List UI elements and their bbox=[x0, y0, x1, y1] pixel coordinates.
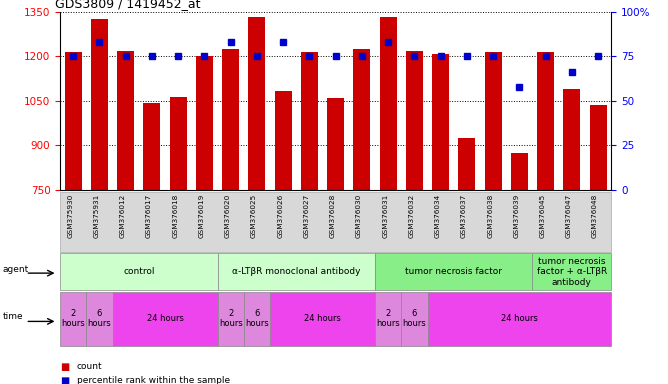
Bar bbox=[563, 89, 580, 190]
Bar bbox=[590, 105, 607, 190]
Text: tumor necrosis factor: tumor necrosis factor bbox=[405, 267, 502, 276]
Text: GSM376045: GSM376045 bbox=[540, 194, 546, 238]
Text: α-LTβR monoclonal antibody: α-LTβR monoclonal antibody bbox=[232, 267, 361, 276]
Bar bbox=[379, 17, 397, 190]
Bar bbox=[144, 103, 160, 190]
Bar bbox=[484, 52, 502, 190]
Text: GSM376048: GSM376048 bbox=[592, 194, 598, 238]
Bar bbox=[117, 51, 134, 190]
Text: percentile rank within the sample: percentile rank within the sample bbox=[77, 376, 230, 384]
Bar bbox=[91, 19, 108, 190]
Bar bbox=[432, 54, 449, 190]
Text: GSM376020: GSM376020 bbox=[224, 194, 230, 238]
Bar bbox=[511, 153, 528, 190]
Text: agent: agent bbox=[3, 265, 29, 274]
Text: 6
hours: 6 hours bbox=[88, 309, 112, 328]
Text: 24 hours: 24 hours bbox=[501, 314, 538, 323]
Text: GSM376047: GSM376047 bbox=[566, 194, 572, 238]
Text: 2
hours: 2 hours bbox=[219, 309, 242, 328]
Text: tumor necrosis
factor + α-LTβR
antibody: tumor necrosis factor + α-LTβR antibody bbox=[536, 257, 607, 286]
Text: count: count bbox=[77, 362, 102, 371]
Text: 24 hours: 24 hours bbox=[304, 314, 341, 323]
Text: 6
hours: 6 hours bbox=[403, 309, 426, 328]
Text: 24 hours: 24 hours bbox=[147, 314, 184, 323]
Text: GSM376018: GSM376018 bbox=[172, 194, 178, 238]
Text: GSM376026: GSM376026 bbox=[277, 194, 283, 238]
Text: time: time bbox=[3, 311, 23, 321]
Text: GSM376017: GSM376017 bbox=[146, 194, 152, 238]
Bar bbox=[406, 51, 423, 190]
Text: GSM376028: GSM376028 bbox=[330, 194, 336, 238]
Text: GSM376031: GSM376031 bbox=[382, 194, 388, 238]
Bar bbox=[65, 52, 81, 190]
Text: 2
hours: 2 hours bbox=[376, 309, 400, 328]
Text: GSM375931: GSM375931 bbox=[94, 194, 100, 238]
Text: GSM376039: GSM376039 bbox=[514, 194, 520, 238]
Bar bbox=[222, 49, 239, 190]
Text: GSM376027: GSM376027 bbox=[303, 194, 309, 238]
Text: GDS3809 / 1419452_at: GDS3809 / 1419452_at bbox=[55, 0, 200, 10]
Bar bbox=[353, 49, 371, 190]
Text: control: control bbox=[123, 267, 154, 276]
Text: GSM376037: GSM376037 bbox=[461, 194, 467, 238]
Bar bbox=[301, 52, 318, 190]
Text: ■: ■ bbox=[60, 362, 69, 372]
Bar bbox=[537, 52, 554, 190]
Text: GSM376038: GSM376038 bbox=[487, 194, 493, 238]
Text: GSM376025: GSM376025 bbox=[251, 194, 257, 238]
Text: GSM376032: GSM376032 bbox=[408, 194, 414, 238]
Text: ■: ■ bbox=[60, 376, 69, 384]
Bar bbox=[458, 138, 476, 190]
Bar bbox=[196, 56, 213, 190]
Bar bbox=[327, 98, 344, 190]
Text: GSM375930: GSM375930 bbox=[67, 194, 73, 238]
Bar bbox=[248, 17, 265, 190]
Text: GSM376012: GSM376012 bbox=[120, 194, 126, 238]
Bar bbox=[275, 91, 292, 190]
Text: GSM376030: GSM376030 bbox=[356, 194, 362, 238]
Text: GSM376019: GSM376019 bbox=[198, 194, 204, 238]
Text: 2
hours: 2 hours bbox=[61, 309, 85, 328]
Text: GSM376034: GSM376034 bbox=[435, 194, 441, 238]
Text: 6
hours: 6 hours bbox=[245, 309, 269, 328]
Bar bbox=[170, 97, 187, 190]
